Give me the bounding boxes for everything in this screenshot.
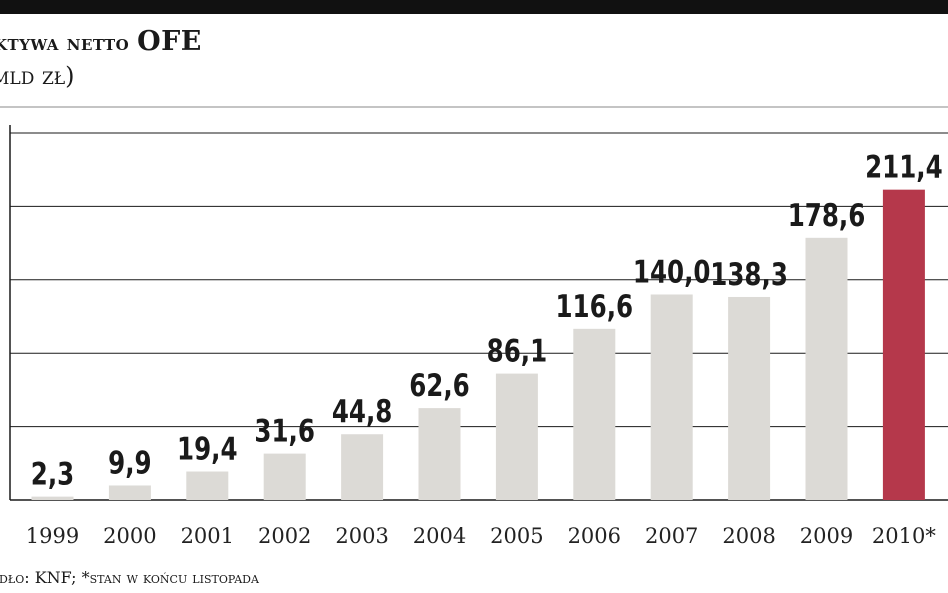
bar	[263, 453, 306, 500]
x-tick-label: 2004	[413, 524, 466, 548]
value-label: 19,4	[177, 431, 238, 467]
top-bar	[0, 0, 948, 14]
x-tick-label: 2005	[490, 524, 543, 548]
chart-subtitle: mld zł)	[0, 62, 75, 90]
x-tick-label: 2003	[335, 524, 388, 548]
bar	[31, 496, 74, 500]
bar	[418, 408, 461, 500]
x-tick-label: 2000	[103, 524, 156, 548]
bar	[495, 373, 538, 500]
bar	[108, 485, 151, 500]
value-label: 116,6	[555, 288, 633, 324]
value-label: 140,0	[633, 254, 711, 290]
value-label: 86,1	[487, 333, 548, 369]
bar	[805, 237, 848, 501]
bar	[573, 328, 616, 500]
value-label: 178,6	[788, 197, 866, 233]
x-tick-label: 2009	[800, 524, 853, 548]
value-label: 31,6	[254, 413, 315, 449]
x-tick-label: 2006	[568, 524, 621, 548]
title-start: ktywa netto	[0, 30, 138, 55]
chart-title: ktywa netto OFE	[0, 26, 202, 57]
value-label: 2,3	[31, 456, 74, 492]
value-label: 9,9	[108, 445, 151, 481]
value-label: 62,6	[409, 367, 470, 403]
bar	[341, 434, 384, 500]
x-tick-label: 1999	[26, 524, 79, 548]
bar	[728, 296, 771, 500]
title-end: OFE	[137, 26, 202, 57]
bar	[650, 294, 693, 500]
x-tick-label: 2001	[181, 524, 234, 548]
x-tick-label: 2008	[722, 524, 775, 548]
value-label: 211,4	[865, 149, 943, 185]
bar-highlight	[882, 189, 925, 500]
x-tick-label: 2010*	[872, 524, 936, 548]
x-tick-label: 2007	[645, 524, 698, 548]
value-label: 44,8	[332, 394, 393, 430]
bar	[186, 471, 229, 500]
source-note: ódło: KNF; *stan w końcu listopada	[0, 568, 259, 587]
value-label: 138,3	[710, 256, 788, 292]
x-tick-label: 2002	[258, 524, 311, 548]
